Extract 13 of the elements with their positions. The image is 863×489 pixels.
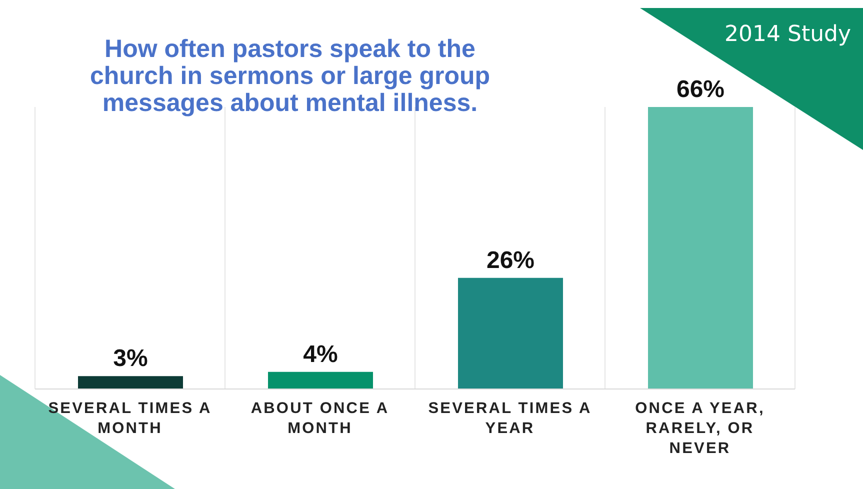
bar — [268, 372, 373, 389]
text: 2014 Study — [724, 22, 851, 47]
x-tick-label: ONCE A YEAR, RARELY, OR NEVER — [635, 400, 765, 457]
x-tick-label: ABOUT ONCE A MONTH — [250, 400, 390, 437]
x-tick-label: SEVERAL TIMES A YEAR — [428, 400, 592, 437]
data-label: 4% — [303, 340, 338, 368]
data-label: 3% — [113, 345, 148, 372]
data-label: 26% — [486, 246, 535, 274]
chart-title: How often pastors speak to the church in sermons or large group messages about mental illness. — [88, 35, 492, 117]
bar — [458, 278, 563, 389]
data-label: 66% — [676, 76, 725, 103]
x-tick-label: SEVERAL TIMES A MONTH — [48, 400, 212, 437]
bar — [78, 376, 183, 389]
